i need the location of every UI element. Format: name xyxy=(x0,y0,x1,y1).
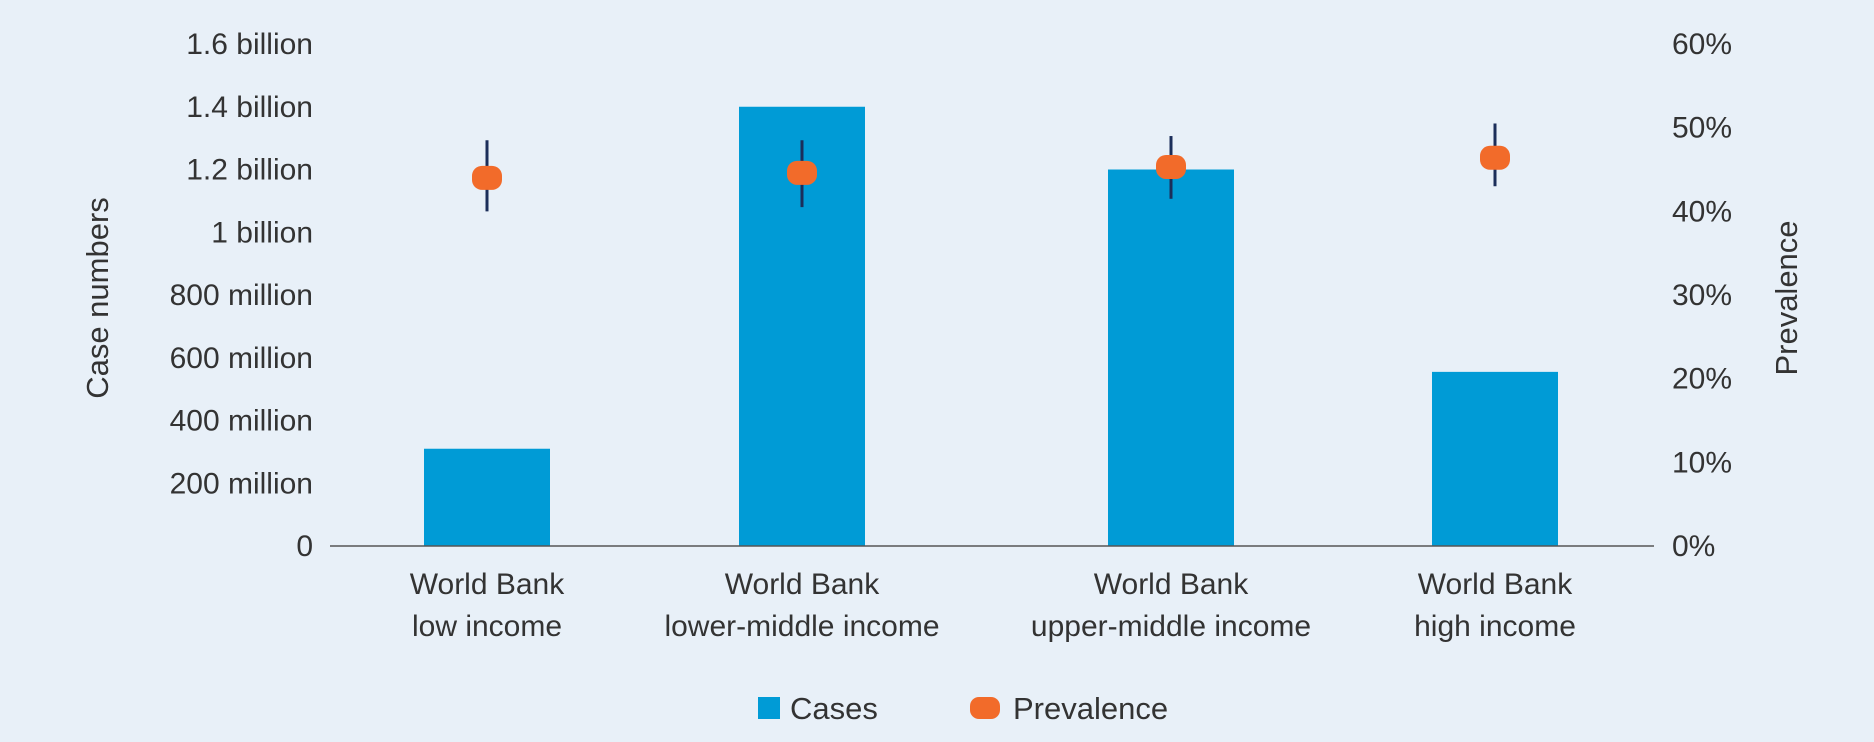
right-tick-label: 10% xyxy=(1672,446,1732,479)
left-tick-label: 200 million xyxy=(170,467,313,500)
left-tick-label: 400 million xyxy=(170,405,313,438)
left-axis-ticks: 0 200 million 400 million 600 million 800 mi… xyxy=(170,28,313,563)
left-tick-label: 1 billion xyxy=(211,216,313,249)
right-tick-label: 50% xyxy=(1672,112,1732,145)
prevalence-points xyxy=(472,145,1510,190)
category-label: World Bank xyxy=(1094,568,1250,601)
category-label: high income xyxy=(1414,610,1576,643)
category-label: World Bank xyxy=(725,568,881,601)
category-labels: World Bank low income World Bank lower-midd… xyxy=(410,568,1576,643)
category-label: lower-middle income xyxy=(664,610,939,643)
bars xyxy=(424,106,1558,546)
right-axis-ticks: 0% 10% 20% 30% 40% 50% 60% xyxy=(1672,28,1732,563)
legend-label-cases: Cases xyxy=(790,691,878,726)
prevalence-point xyxy=(472,165,502,190)
legend: Cases Prevalence xyxy=(758,691,1168,726)
bar-cases xyxy=(424,448,550,546)
left-tick-label: 1.2 billion xyxy=(186,154,313,187)
right-tick-label: 60% xyxy=(1672,28,1732,61)
right-tick-label: 20% xyxy=(1672,363,1732,396)
legend-swatch-cases xyxy=(758,697,780,719)
left-tick-label: 600 million xyxy=(170,342,313,375)
left-tick-label: 800 million xyxy=(170,279,313,312)
right-tick-label: 30% xyxy=(1672,279,1732,312)
right-axis-title: Prevalence xyxy=(1769,220,1804,375)
category-label: upper-middle income xyxy=(1031,610,1311,643)
prevalence-point xyxy=(1156,154,1186,179)
right-tick-label: 40% xyxy=(1672,195,1732,228)
prevalence-point xyxy=(787,160,817,185)
right-tick-label: 0% xyxy=(1672,530,1715,563)
left-tick-label: 0 xyxy=(296,530,313,563)
category-label: World Bank xyxy=(410,568,566,601)
category-label: World Bank xyxy=(1418,568,1574,601)
legend-swatch-prevalence xyxy=(970,697,1000,719)
left-tick-label: 1.4 billion xyxy=(186,91,313,124)
bar-cases xyxy=(1432,371,1558,546)
error-bars xyxy=(485,123,1497,212)
category-label: low income xyxy=(412,610,562,643)
left-axis-title: Case numbers xyxy=(80,197,115,399)
left-tick-label: 1.6 billion xyxy=(186,28,313,61)
prevalence-point xyxy=(1480,145,1510,170)
bar-cases xyxy=(1108,169,1234,546)
legend-label-prevalence: Prevalence xyxy=(1013,691,1168,726)
